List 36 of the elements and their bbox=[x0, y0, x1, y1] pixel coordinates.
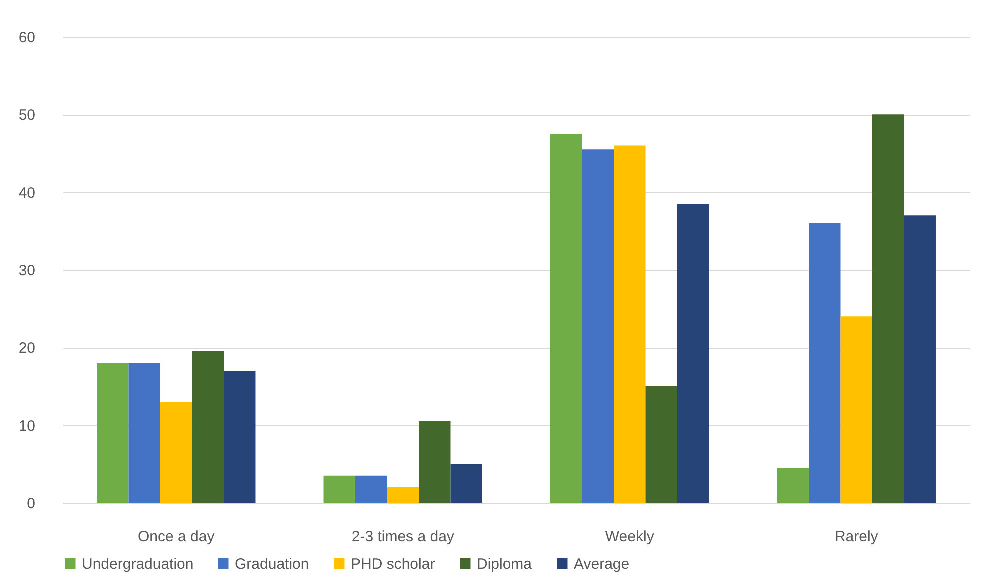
bar bbox=[582, 150, 614, 503]
legend-label: Undergraduation bbox=[82, 556, 194, 573]
bar bbox=[809, 223, 841, 503]
bar bbox=[677, 204, 710, 503]
bar bbox=[904, 216, 936, 503]
bar bbox=[324, 476, 356, 503]
y-tick-label: 30 bbox=[18, 262, 36, 280]
y-tick-label: 10 bbox=[18, 418, 36, 435]
x-tick-label: Once a day bbox=[138, 528, 216, 546]
bar bbox=[224, 370, 256, 503]
legend-label: Diploma bbox=[477, 556, 533, 573]
x-tick-label: Weekly bbox=[605, 528, 655, 546]
bar bbox=[387, 487, 419, 503]
legend-label: PHD scholar bbox=[351, 556, 436, 573]
bar bbox=[550, 134, 582, 503]
bar bbox=[128, 363, 161, 503]
bar bbox=[418, 421, 451, 503]
y-tick-label: 60 bbox=[18, 30, 36, 46]
bar bbox=[97, 363, 129, 503]
y-tick-label: 50 bbox=[18, 107, 36, 124]
bar bbox=[872, 114, 904, 503]
bar bbox=[646, 386, 678, 503]
bar bbox=[840, 316, 872, 503]
bar bbox=[614, 146, 646, 503]
bar bbox=[450, 464, 482, 503]
legend-label: Average bbox=[574, 556, 630, 573]
bar bbox=[356, 476, 388, 503]
bar bbox=[160, 402, 192, 503]
x-tick-label: Rarely bbox=[834, 528, 879, 546]
legend-label: Graduation bbox=[235, 556, 310, 573]
bar bbox=[777, 468, 810, 503]
x-tick-label: 2-3 times a day bbox=[352, 528, 455, 546]
y-tick-label: 20 bbox=[18, 340, 36, 358]
y-tick-label: 40 bbox=[18, 184, 36, 202]
y-tick-label: 0 bbox=[27, 496, 36, 512]
bar bbox=[192, 352, 224, 503]
